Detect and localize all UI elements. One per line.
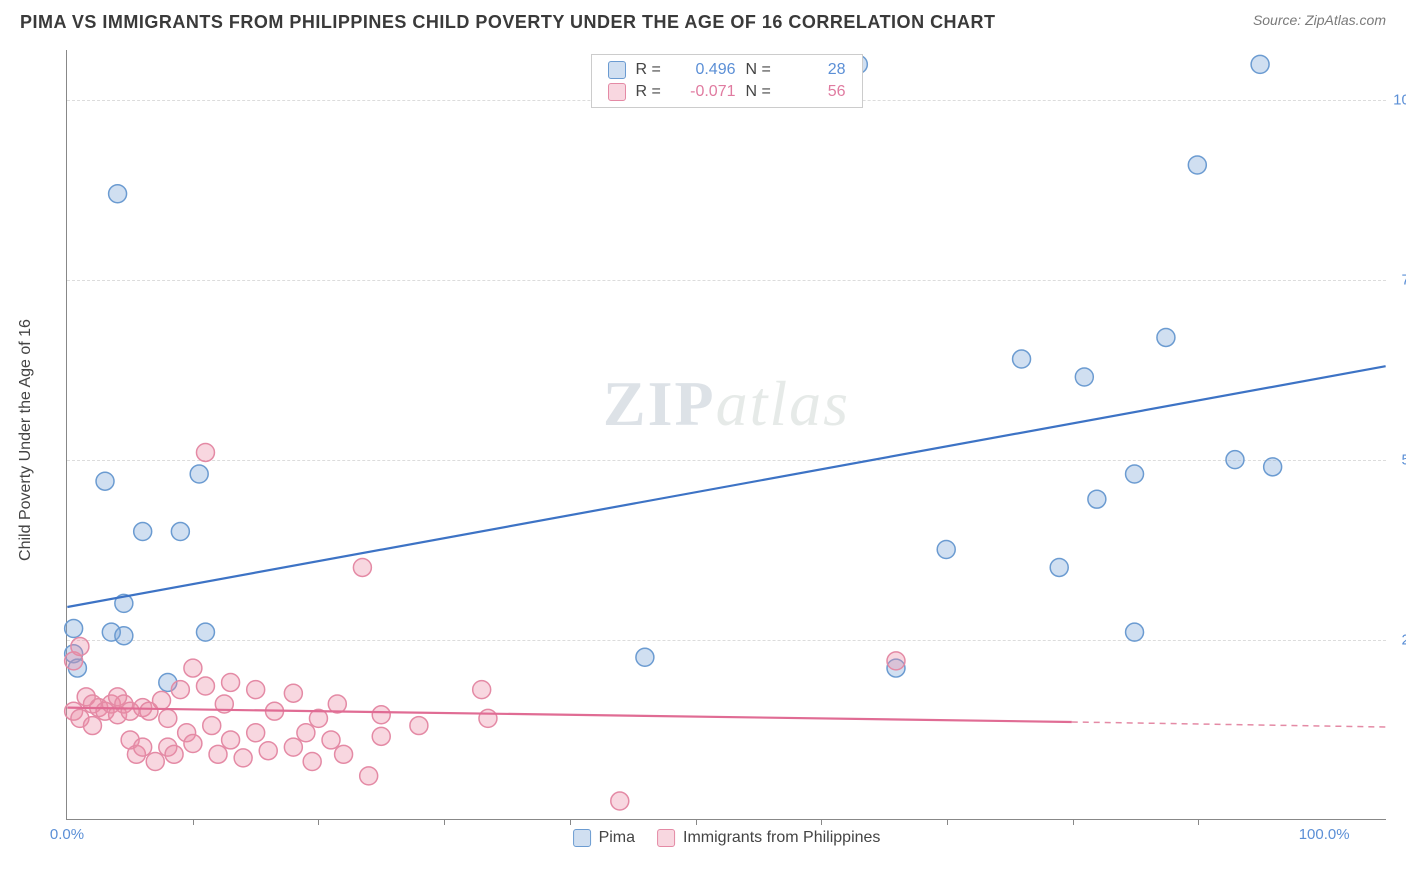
pima-point: [1075, 368, 1093, 386]
scatter-svg: [67, 50, 1386, 819]
y-tick-label: 75.0%: [1401, 272, 1406, 289]
pima-point: [1050, 558, 1068, 576]
phil-point: [203, 717, 221, 735]
y-tick-label: 50.0%: [1401, 452, 1406, 469]
phil-point: [611, 792, 629, 810]
pima-point: [134, 523, 152, 541]
pima-point: [1188, 156, 1206, 174]
phil-point: [322, 731, 340, 749]
phil-point: [159, 709, 177, 727]
phil-point: [372, 706, 390, 724]
legend-r-label: R =: [636, 61, 670, 79]
phil-point: [71, 638, 89, 656]
phil-point: [887, 652, 905, 670]
phil-point: [410, 717, 428, 735]
phil-point: [372, 727, 390, 745]
pima-point: [1226, 451, 1244, 469]
x-tick-mark: [193, 819, 194, 825]
phil-point: [234, 749, 252, 767]
legend-stats: R = 0.496 N = 28 R = -0.071 N = 56: [591, 54, 863, 108]
phil-swatch-icon: [657, 829, 675, 847]
legend-series: Pima Immigrants from Philippines: [573, 829, 881, 847]
legend-r-label: R =: [636, 83, 670, 101]
legend-n-label: N =: [746, 83, 780, 101]
pima-point: [171, 523, 189, 541]
pima-point: [190, 465, 208, 483]
phil-point: [284, 738, 302, 756]
phil-point: [134, 738, 152, 756]
phil-point: [353, 558, 371, 576]
phil-point: [196, 443, 214, 461]
pima-point: [1251, 55, 1269, 73]
phil-point: [165, 745, 183, 763]
pima-point: [1157, 328, 1175, 346]
pima-n-value: 28: [790, 61, 846, 79]
phil-point: [335, 745, 353, 763]
phil-point: [479, 709, 497, 727]
phil-point: [297, 724, 315, 742]
pima-point: [65, 620, 83, 638]
phil-point: [146, 753, 164, 771]
pima-trendline: [67, 366, 1385, 607]
phil-point: [247, 681, 265, 699]
x-tick-mark: [947, 819, 948, 825]
legend-stats-row-pima: R = 0.496 N = 28: [608, 59, 846, 81]
pima-point: [196, 623, 214, 641]
x-tick-mark: [1073, 819, 1074, 825]
pima-point: [96, 472, 114, 490]
phil-point: [153, 691, 171, 709]
x-tick-label: 0.0%: [50, 826, 84, 843]
source-attribution: Source: ZipAtlas.com: [1253, 12, 1386, 28]
pima-point: [1126, 465, 1144, 483]
x-tick-mark: [318, 819, 319, 825]
phil-point: [473, 681, 491, 699]
phil-n-value: 56: [790, 83, 846, 101]
phil-point: [196, 677, 214, 695]
phil-trendline-ext: [1072, 722, 1386, 727]
phil-point: [284, 684, 302, 702]
phil-point: [184, 735, 202, 753]
phil-r-value: -0.071: [680, 83, 736, 101]
pima-point: [1013, 350, 1031, 368]
pima-point: [1264, 458, 1282, 476]
phil-swatch-icon: [608, 83, 626, 101]
phil-point: [222, 673, 240, 691]
legend-n-label: N =: [746, 61, 780, 79]
pima-point: [115, 627, 133, 645]
phil-point: [83, 717, 101, 735]
x-tick-mark: [1198, 819, 1199, 825]
pima-r-value: 0.496: [680, 61, 736, 79]
y-axis-label: Child Poverty Under the Age of 16: [17, 319, 35, 561]
legend-item-phil: Immigrants from Philippines: [657, 829, 880, 847]
legend-item-pima: Pima: [573, 829, 635, 847]
pima-point: [636, 648, 654, 666]
phil-point: [259, 742, 277, 760]
phil-point: [247, 724, 265, 742]
chart-container: Child Poverty Under the Age of 16 ZIPatl…: [48, 50, 1388, 830]
phil-point: [209, 745, 227, 763]
x-tick-mark: [696, 819, 697, 825]
x-tick-mark: [444, 819, 445, 825]
pima-point: [109, 185, 127, 203]
legend-pima-label: Pima: [599, 829, 635, 847]
x-tick-mark: [821, 819, 822, 825]
y-tick-label: 100.0%: [1393, 92, 1406, 109]
x-tick-label: 100.0%: [1299, 826, 1350, 843]
pima-swatch-icon: [608, 61, 626, 79]
legend-phil-label: Immigrants from Philippines: [683, 829, 880, 847]
phil-point: [360, 767, 378, 785]
phil-point: [303, 753, 321, 771]
pima-point: [1088, 490, 1106, 508]
chart-title: PIMA VS IMMIGRANTS FROM PHILIPPINES CHIL…: [20, 12, 996, 33]
pima-point: [937, 541, 955, 559]
plot-area: ZIPatlas R = 0.496 N = 28 R = -0.071 N =…: [66, 50, 1386, 820]
pima-swatch-icon: [573, 829, 591, 847]
legend-stats-row-phil: R = -0.071 N = 56: [608, 81, 846, 103]
phil-point: [222, 731, 240, 749]
y-tick-label: 25.0%: [1401, 632, 1406, 649]
x-tick-mark: [570, 819, 571, 825]
phil-point: [184, 659, 202, 677]
pima-point: [1126, 623, 1144, 641]
phil-point: [171, 681, 189, 699]
